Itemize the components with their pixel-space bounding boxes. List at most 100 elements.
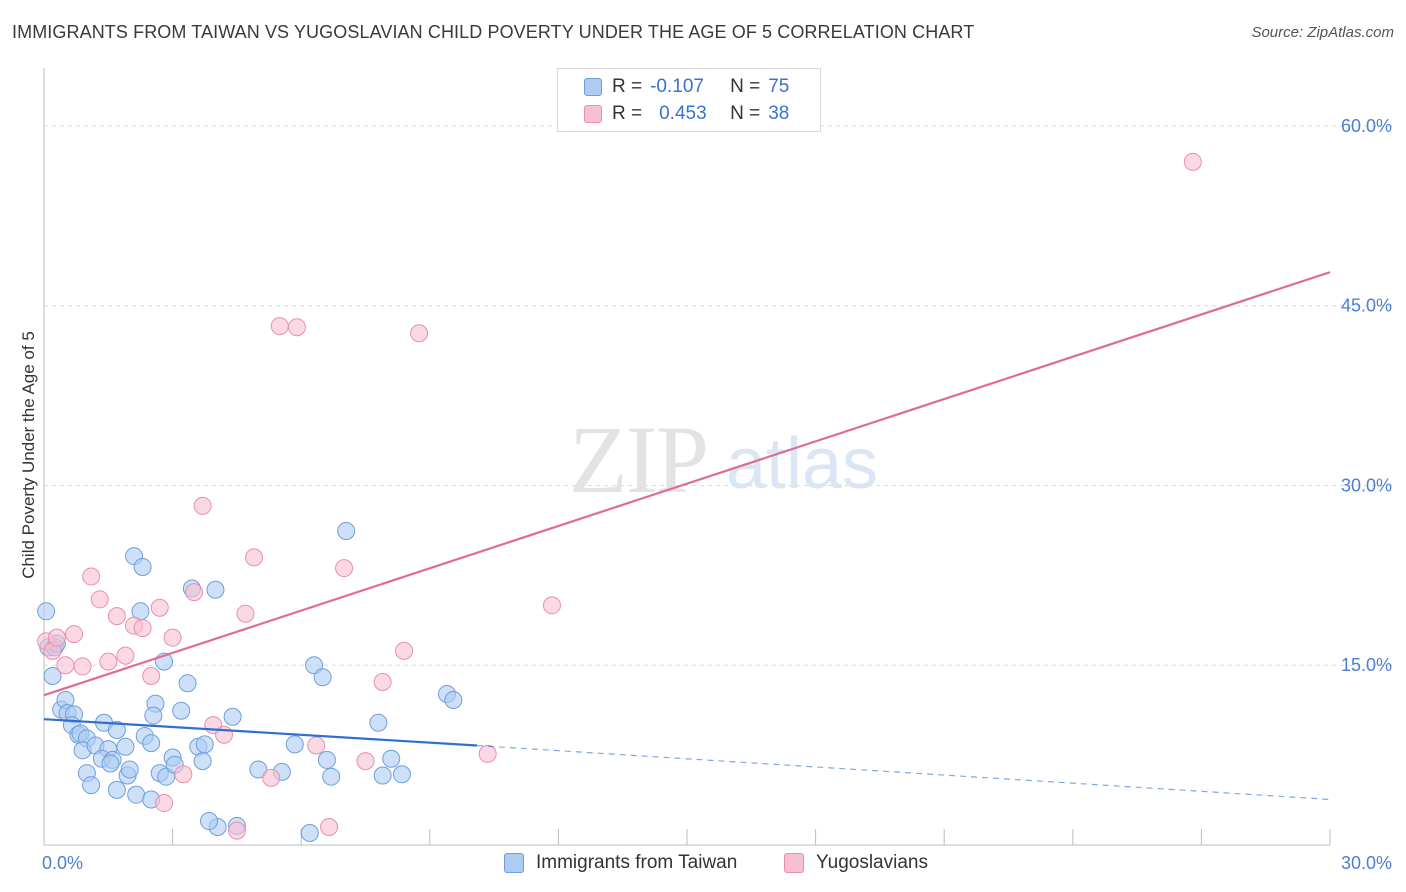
taiwan-point <box>369 713 388 732</box>
taiwan-point <box>206 580 225 599</box>
y-tick-label: 45.0% <box>1341 296 1392 316</box>
taiwan-point <box>172 701 191 720</box>
series-label-yugoslavians: Yugoslavians <box>816 852 928 873</box>
yugoslavian-point <box>142 667 161 686</box>
yugoslavian-point <box>395 641 414 660</box>
taiwan-point <box>249 760 268 779</box>
series-swatch-yugoslavians <box>784 853 804 873</box>
legend-r-value-yugoslavians: 0.453 <box>659 103 707 124</box>
taiwan-point <box>322 767 341 786</box>
yugoslavian-point <box>90 590 109 609</box>
taiwan-point <box>133 557 152 576</box>
yugoslavian-point <box>542 596 561 615</box>
yugoslavian-point <box>262 768 281 787</box>
yugoslavian-point <box>335 559 354 578</box>
taiwan-point <box>195 735 214 754</box>
yugoslavian-point <box>185 583 204 602</box>
taiwan-point <box>444 690 463 709</box>
yugoslavian-point <box>99 652 118 671</box>
yugoslavian-point <box>73 657 92 676</box>
taiwan-point <box>101 754 120 773</box>
legend-row-yugoslavians: R = 0.453 N = 38 <box>584 101 789 127</box>
legend-n-value-yugoslavians: 38 <box>768 103 790 124</box>
yugoslavian-point <box>47 628 66 647</box>
yugoslavian-point <box>245 548 264 567</box>
taiwan-point <box>142 734 161 753</box>
taiwan-point <box>373 766 392 785</box>
y-tick-label: 15.0% <box>1341 655 1392 675</box>
yugoslavian-point <box>107 607 126 626</box>
legend-swatch-yugoslavians <box>584 105 602 123</box>
taiwan-point <box>313 668 332 687</box>
yugoslavian-point <box>410 324 429 343</box>
yugoslavian-point <box>116 646 135 665</box>
series-legend: Immigrants from Taiwan Yugoslavians <box>0 852 1406 878</box>
yugoslavian-point <box>227 821 246 840</box>
source-label: Source: ZipAtlas.com <box>1251 24 1394 41</box>
taiwan-point <box>144 706 163 725</box>
taiwan-point <box>116 737 135 756</box>
taiwan-point <box>200 812 219 831</box>
legend-swatch-taiwan <box>584 78 602 96</box>
legend-r-value-taiwan: -0.107 <box>650 76 704 97</box>
series-label-taiwan: Immigrants from Taiwan <box>536 852 738 873</box>
taiwan-point <box>300 824 319 843</box>
yugoslavian-point <box>193 496 212 515</box>
series-legend-taiwan: Immigrants from Taiwan <box>504 852 737 874</box>
yugoslavian-point <box>478 744 497 763</box>
legend-r-label: R = <box>612 76 643 97</box>
taiwan-point <box>317 750 336 769</box>
yugoslavian-point <box>270 317 289 336</box>
yugoslavian-point <box>236 604 255 623</box>
taiwan-point <box>392 765 411 784</box>
yugoslavian-point <box>1183 152 1202 171</box>
correlation-legend: R = -0.107 N = 75 R = 0.453 N = 38 <box>557 68 821 132</box>
watermark-atlas: atlas <box>726 424 878 504</box>
taiwan-point <box>82 776 101 795</box>
axes <box>43 68 1331 846</box>
x-tick-labels: 0.0% 30.0% <box>42 853 1392 873</box>
trend-line-taiwan-extension <box>476 744 1331 801</box>
series-legend-yugoslavians: Yugoslavians <box>784 852 928 874</box>
taiwan-point <box>223 707 242 726</box>
yugoslavian-point <box>150 598 169 617</box>
yugoslavian-point <box>82 567 101 586</box>
yugoslavian-point <box>155 794 174 813</box>
yugoslavian-point <box>174 765 193 784</box>
legend-n-value-taiwan: 75 <box>768 76 790 97</box>
legend-row-taiwan: R = -0.107 N = 75 <box>584 74 789 100</box>
series-swatch-taiwan <box>504 853 524 873</box>
taiwan-point <box>127 785 146 804</box>
yugoslavian-point <box>373 673 392 692</box>
taiwan-point <box>193 752 212 771</box>
yugoslavian-point <box>56 656 75 675</box>
yugoslavian-point <box>163 628 182 647</box>
taiwan-point <box>120 760 139 779</box>
yugoslavian-point <box>320 818 339 837</box>
watermark: ZIP atlas <box>569 406 878 513</box>
trend-line-yugoslavians <box>43 271 1331 697</box>
series-yugoslavians-points <box>37 152 1202 840</box>
chart-title: IMMIGRANTS FROM TAIWAN VS YUGOSLAVIAN CH… <box>12 22 975 42</box>
taiwan-point <box>382 749 401 768</box>
x-tick-label: 0.0% <box>42 853 83 873</box>
taiwan-point <box>178 674 197 693</box>
x-tick-label: 30.0% <box>1341 853 1392 873</box>
yugoslavian-point <box>307 736 326 755</box>
legend-n-label: N = <box>730 103 761 124</box>
trend-line-taiwan <box>43 718 478 747</box>
taiwan-point <box>337 522 356 541</box>
yugoslavian-point <box>287 318 306 337</box>
yugoslavian-point <box>65 625 84 644</box>
yugoslavian-point <box>133 619 152 638</box>
yugoslavian-point <box>356 752 375 771</box>
taiwan-point <box>43 667 62 686</box>
legend-r-label: R = <box>612 103 643 124</box>
taiwan-point <box>37 602 56 621</box>
grid-lines <box>44 125 1392 666</box>
y-tick-label: 60.0% <box>1341 116 1392 136</box>
taiwan-point <box>107 780 126 799</box>
taiwan-point <box>107 720 126 739</box>
trend-lines <box>43 271 1331 801</box>
